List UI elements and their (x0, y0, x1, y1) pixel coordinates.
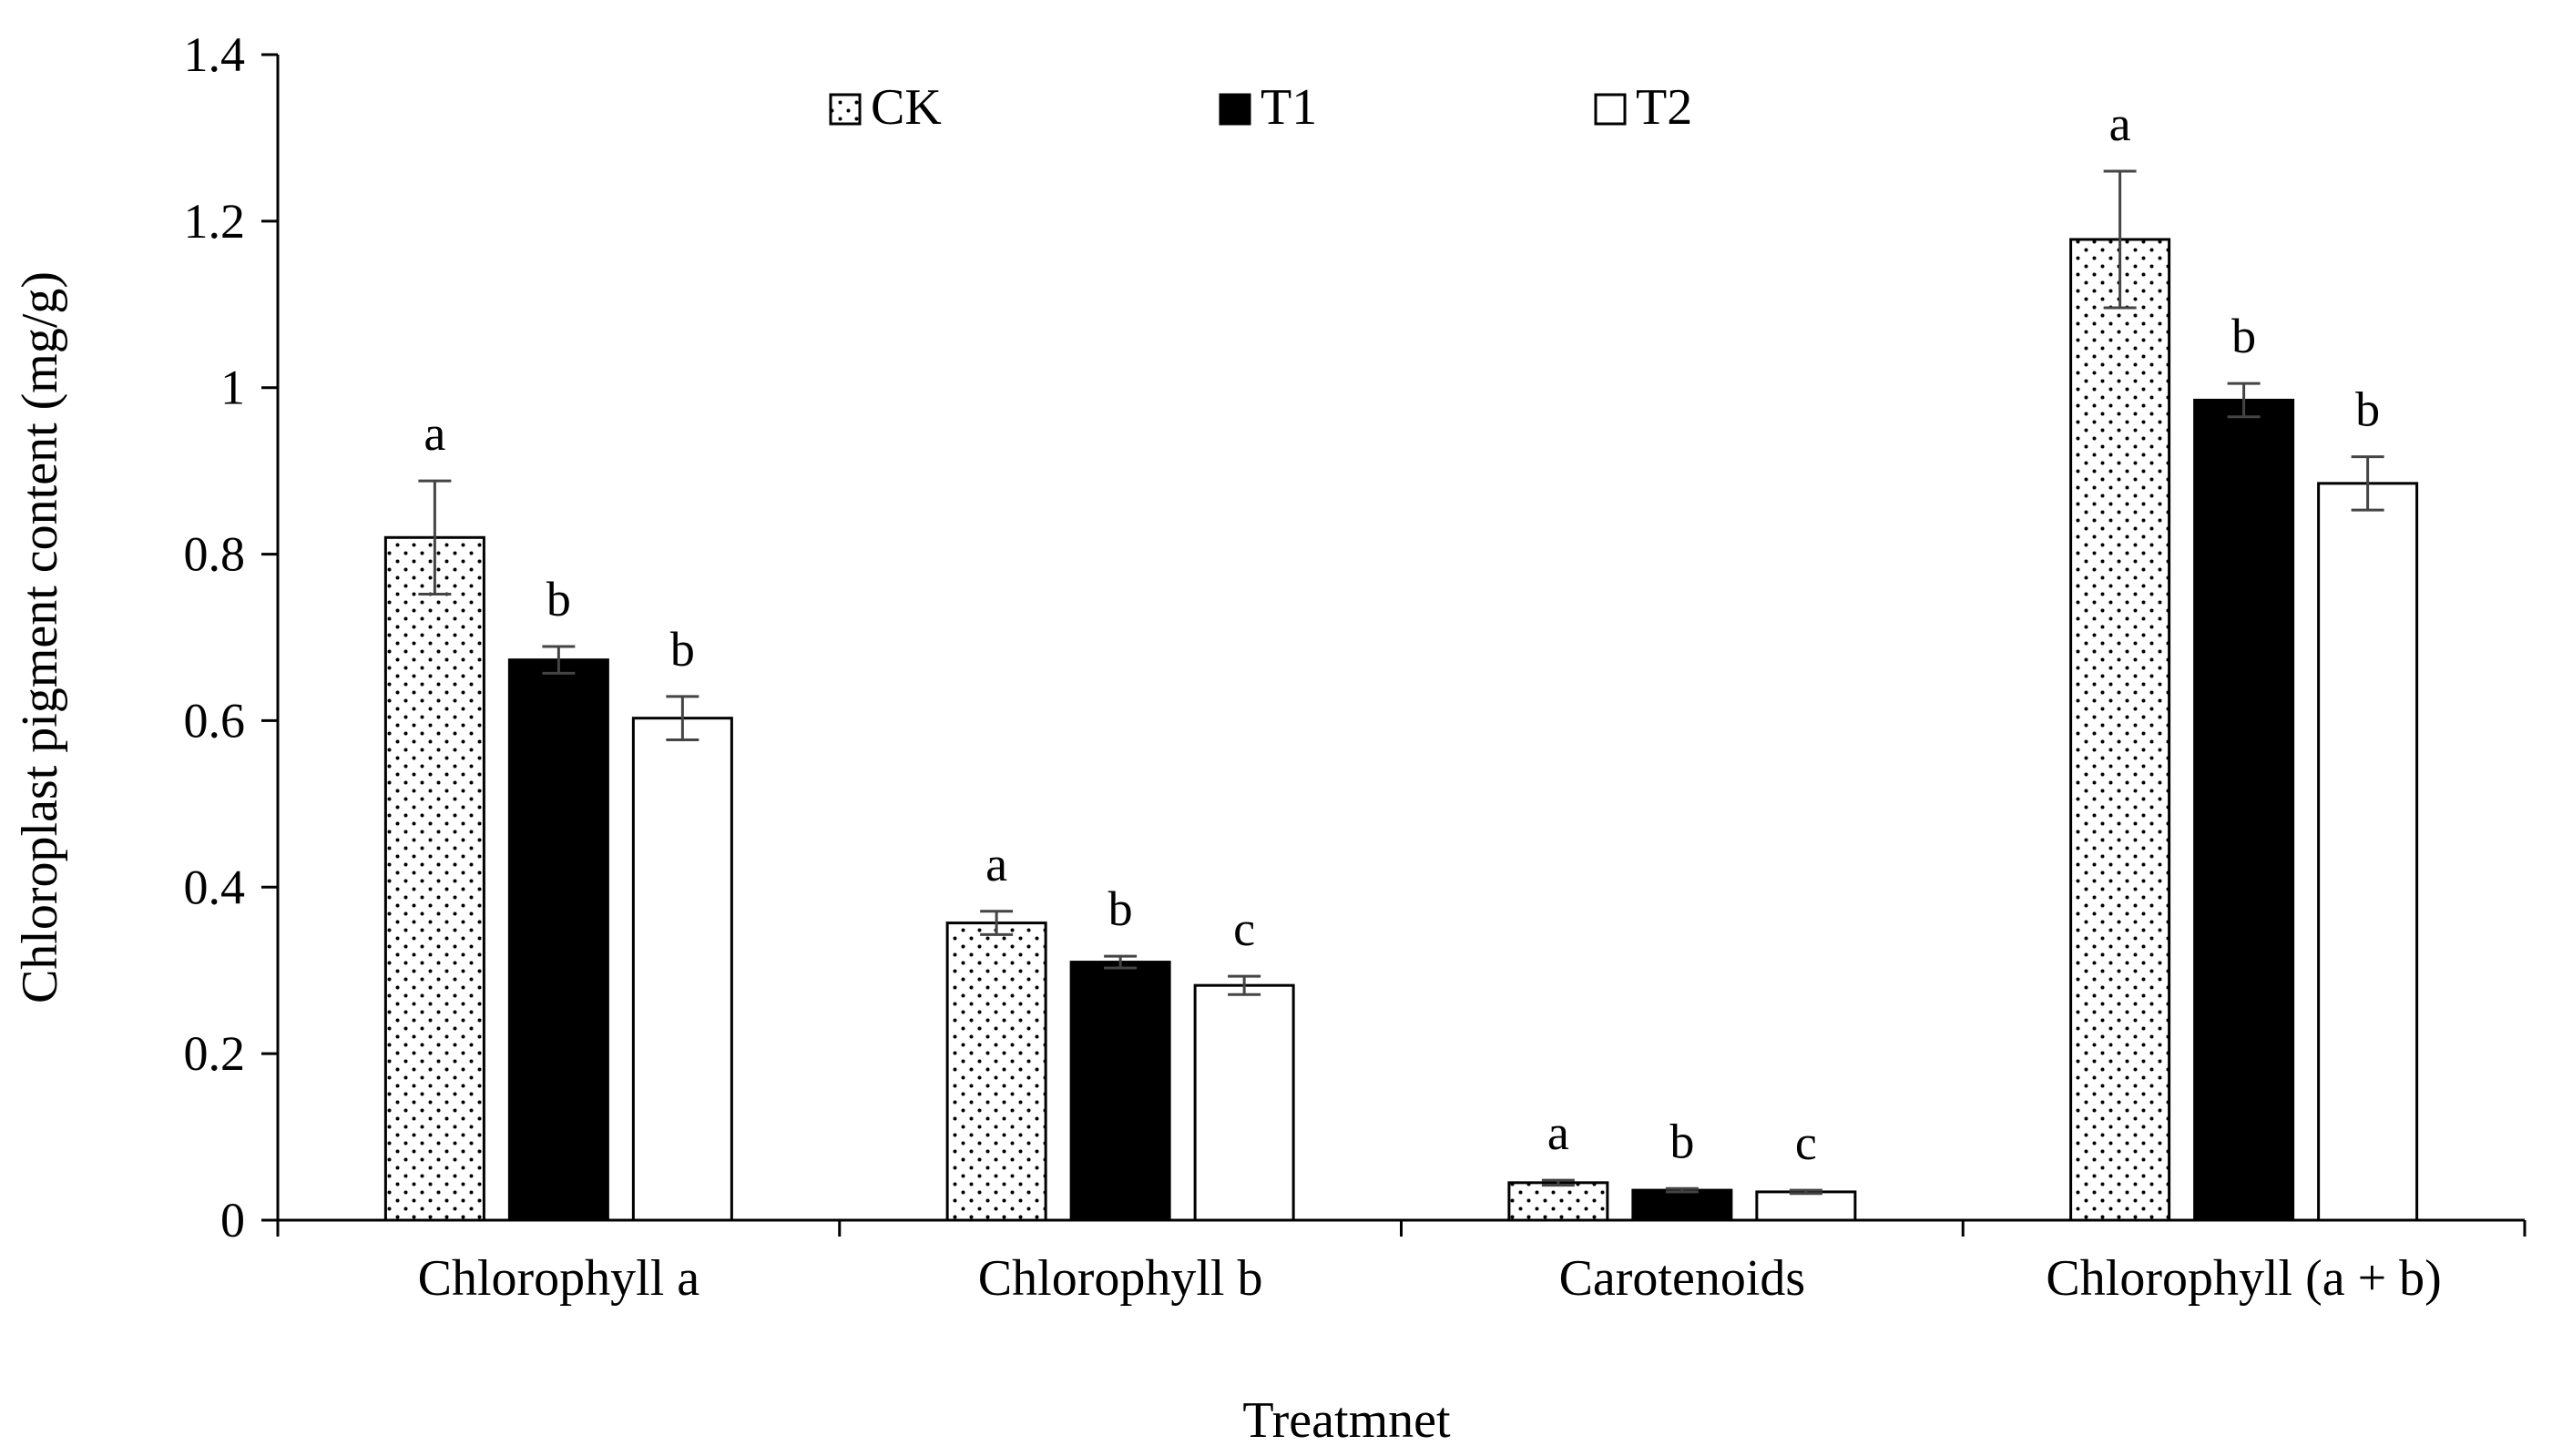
x-axis-ticks (276, 1220, 2526, 1237)
x-category-label: Chlorophyll (a + b) (2046, 1250, 2441, 1307)
bar-t1 (1069, 961, 1171, 1222)
y-tick-label: 0.2 (184, 1026, 246, 1081)
y-tick-label: 1.2 (184, 194, 246, 249)
y-tick-label: 0 (220, 1193, 245, 1247)
bar-t2 (1193, 983, 1295, 1222)
legend-swatch-ck (829, 93, 862, 126)
bar-t1 (2193, 398, 2295, 1222)
legend-swatch-t2 (1594, 93, 1627, 126)
x-category-label: Chlorophyll a (418, 1250, 700, 1307)
y-tick-label: 0.8 (184, 527, 246, 582)
significance-label: c (1795, 1115, 1817, 1170)
bar-ck (2069, 238, 2171, 1222)
significance-label: a (1547, 1105, 1569, 1160)
y-tick-label: 1.4 (184, 27, 246, 82)
bar-t2 (1755, 1190, 1857, 1222)
significance-label: b (2231, 309, 2256, 363)
bars (383, 238, 2419, 1222)
bar-ck (383, 535, 485, 1222)
bar-t2 (2317, 482, 2419, 1222)
significance-label: a (424, 406, 445, 461)
x-category-label: Carotenoids (1559, 1250, 1806, 1307)
y-axis-title: Chloroplast pigment content (mg/g) (12, 271, 68, 1003)
legend: CK T1 T2 (829, 79, 1692, 136)
y-tick-label: 0.4 (184, 860, 246, 914)
significance-label: c (1233, 901, 1255, 956)
significance-label: b (670, 622, 695, 677)
significance-label: b (2355, 382, 2380, 437)
legend-label: CK (871, 79, 942, 136)
bar-ck (945, 921, 1047, 1222)
bar-ck (1507, 1181, 1609, 1222)
y-tick-label: 0.6 (184, 693, 246, 748)
error-bars (418, 169, 2384, 1196)
x-axis-title: Treatmnet (1242, 1392, 1451, 1449)
y-axis-ticks: 0 0.2 0.4 0.6 0.8 1 1.2 1.4 (184, 27, 278, 1247)
significance-label: b (1108, 881, 1133, 936)
legend-label: T1 (1261, 79, 1317, 136)
y-tick-label: 1 (220, 361, 245, 415)
bar-t1 (1631, 1188, 1733, 1222)
significance-label: a (2109, 97, 2131, 151)
bar-t2 (631, 717, 733, 1222)
significance-label: b (546, 572, 571, 626)
x-category-label: Chlorophyll b (978, 1250, 1263, 1307)
bar-t1 (507, 658, 609, 1222)
legend-label: T2 (1636, 79, 1692, 136)
significance-labels: a b b a b c a b c a b b (424, 97, 2380, 1170)
legend-swatch-t1 (1219, 93, 1251, 126)
significance-label: a (985, 837, 1007, 891)
category-labels: Chlorophyll a Chlorophyll b Carotenoids Chl… (418, 1250, 2442, 1307)
significance-label: b (1669, 1114, 1694, 1168)
